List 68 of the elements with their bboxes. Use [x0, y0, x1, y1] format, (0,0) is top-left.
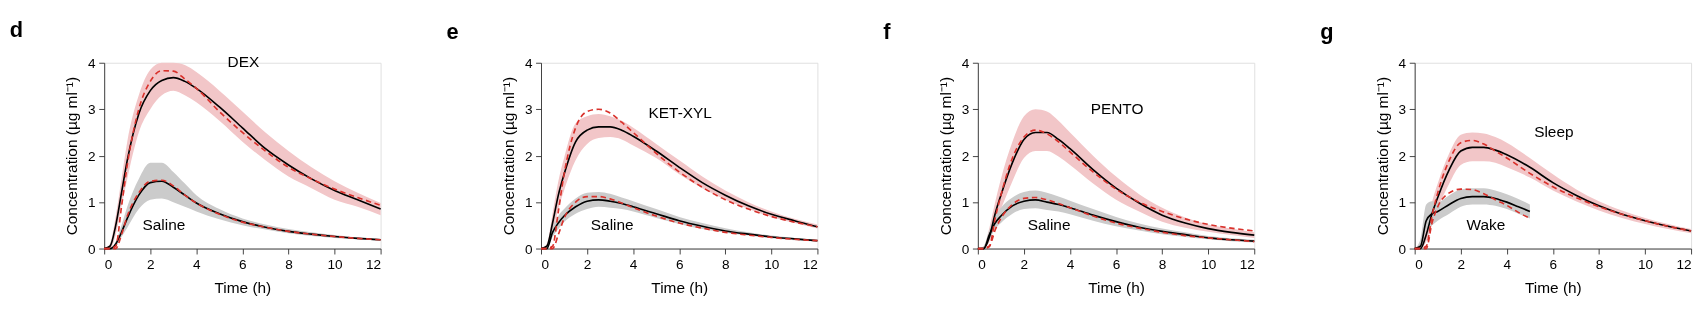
x-tick-label: 4: [193, 256, 202, 272]
x-axis-title: Time (h): [651, 278, 709, 296]
y-tick-label: 2: [88, 148, 96, 164]
y-tick-label: 4: [524, 55, 533, 71]
y-tick-label: 3: [961, 102, 970, 118]
y-axis-title: Concentration (µg ml⁻¹): [500, 76, 518, 236]
y-tick-label: 4: [88, 55, 97, 71]
chart-title: g: [1320, 19, 1334, 45]
x-tick-label: 2: [1020, 256, 1029, 272]
x-tick-label: 6: [1549, 256, 1558, 272]
y-tick-label: 0: [1398, 241, 1407, 257]
annotation: Saline: [590, 216, 634, 234]
annotation: Saline: [142, 216, 186, 234]
y-tick-label: 1: [524, 195, 533, 211]
chart-title: e: [446, 19, 459, 45]
x-tick-label: 6: [675, 256, 684, 272]
y-tick-label: 1: [961, 195, 970, 211]
annotation: Wake: [1466, 216, 1506, 234]
annotation: Saline: [1027, 216, 1071, 234]
x-tick-label: 2: [1457, 256, 1466, 272]
x-tick-label: 10: [764, 256, 780, 272]
y-tick-label: 1: [88, 195, 96, 211]
y-tick-label: 3: [1398, 102, 1407, 118]
x-tick-label: 8: [1158, 256, 1167, 272]
x-tick-label: 6: [239, 256, 247, 272]
x-tick-label: 6: [1112, 256, 1121, 272]
y-tick-label: 3: [88, 102, 96, 118]
y-axis-title: Concentration (µg ml⁻¹): [936, 76, 954, 236]
x-tick-label: 4: [629, 256, 638, 272]
x-tick-label: 4: [1503, 256, 1512, 272]
x-tick-label: 0: [978, 256, 987, 272]
y-tick-label: 1: [1398, 195, 1407, 211]
x-tick-label: 12: [1239, 256, 1255, 272]
chart-title: d: [9, 17, 23, 43]
x-tick-label: 0: [104, 256, 113, 272]
y-tick-label: 0: [961, 241, 970, 257]
y-tick-label: 2: [1398, 148, 1407, 164]
annotation: DEX: [227, 53, 260, 71]
x-axis-title: Time (h): [1525, 278, 1582, 296]
y-tick-label: 4: [1398, 55, 1407, 71]
x-tick-label: 10: [1201, 256, 1217, 272]
x-tick-label: 10: [327, 256, 344, 272]
x-tick-label: 12: [802, 256, 818, 272]
y-tick-label: 0: [524, 241, 533, 257]
y-tick-label: 3: [524, 102, 533, 118]
x-tick-label: 2: [146, 256, 155, 272]
annotation: PENTO: [1090, 99, 1144, 117]
x-tick-label: 4: [1066, 256, 1075, 272]
x-tick-label: 8: [285, 256, 293, 272]
x-tick-label: 12: [365, 256, 382, 272]
x-axis-title: Time (h): [214, 278, 272, 296]
y-tick-label: 0: [88, 241, 97, 257]
y-tick-label: 2: [524, 148, 533, 164]
y-tick-label: 2: [961, 148, 970, 164]
y-axis-title: Concentration (µg ml⁻¹): [1373, 76, 1391, 236]
annotation: KET-XYL: [648, 104, 713, 122]
chart-title: f: [883, 19, 892, 45]
x-axis-title: Time (h): [1088, 278, 1145, 296]
x-tick-label: 8: [722, 256, 730, 272]
x-tick-label: 0: [541, 256, 550, 272]
x-tick-label: 8: [1595, 256, 1604, 272]
x-tick-label: 0: [1415, 256, 1424, 272]
y-axis-title: Concentration (µg ml⁻¹): [63, 76, 81, 236]
x-tick-label: 12: [1676, 256, 1692, 272]
y-tick-label: 4: [961, 55, 970, 71]
annotation: Sleep: [1534, 123, 1574, 140]
x-tick-label: 10: [1637, 256, 1654, 272]
x-tick-label: 2: [583, 256, 592, 272]
